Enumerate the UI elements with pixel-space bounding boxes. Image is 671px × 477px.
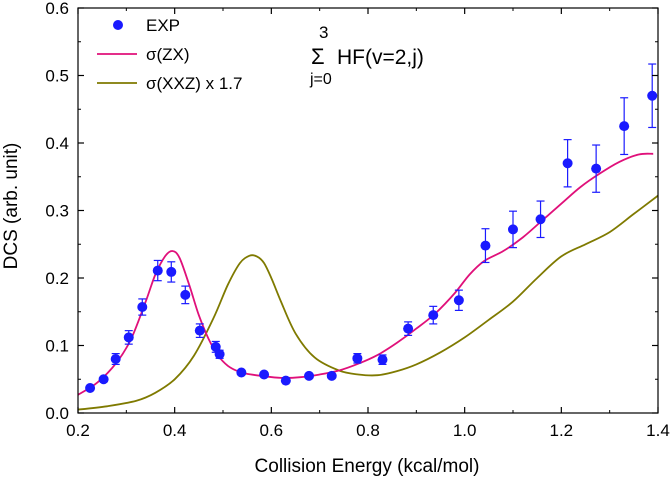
data-point <box>137 302 148 313</box>
y-tick-label: 0.6 <box>45 0 69 18</box>
x-tick-label: 0.4 <box>163 421 187 440</box>
data-point <box>352 353 363 364</box>
data-point <box>535 214 546 225</box>
axes: 0.2 0.4 0.6 0.8 1.0 1.2 1.4 0.0 0.1 0.2 0.3 0.4 0.5 0… <box>45 0 669 440</box>
data-point <box>326 370 337 381</box>
legend-label: σ(XXZ) x 1.7 <box>146 74 242 93</box>
y-axis-label: DCS (arb. unit) <box>1 143 22 270</box>
data-point <box>403 323 414 334</box>
legend-marker-exp <box>113 20 123 30</box>
data-point <box>214 349 225 360</box>
y-tick-label: 0.0 <box>45 404 69 423</box>
series-line-xxz-x-1-7 <box>77 194 659 411</box>
data-point <box>591 163 602 174</box>
data-point <box>377 354 388 365</box>
data-point <box>194 325 205 336</box>
x-tick-label: 1.4 <box>646 421 670 440</box>
y-tick-label: 0.5 <box>45 67 69 86</box>
sum-symbol: Σ <box>311 44 325 69</box>
sum-expression: HF(v=2,j) <box>337 46 424 69</box>
x-tick-label: 0.2 <box>66 421 90 440</box>
legend: EXP σ(ZX) σ(XXZ) x 1.7 <box>97 16 242 93</box>
sum-upper-limit: 3 <box>319 23 328 42</box>
y-tick-label: 0.4 <box>45 134 69 153</box>
data-point <box>110 354 121 364</box>
data-point <box>152 265 163 276</box>
data-point <box>562 158 573 169</box>
series-layer <box>77 63 659 411</box>
x-axis-label: Collision Energy (kcal/mol) <box>255 456 480 477</box>
data-point <box>280 375 291 386</box>
sum-annotation: 3 Σ j=0 HF(v=2,j) <box>309 23 424 88</box>
data-point <box>236 367 247 378</box>
x-tick-label: 1.0 <box>453 421 477 440</box>
data-point <box>98 374 109 385</box>
legend-label: EXP <box>146 16 180 35</box>
sum-lower-limit: j=0 <box>309 71 332 88</box>
legend-label: σ(ZX) <box>146 45 190 64</box>
data-point <box>210 341 221 352</box>
data-point <box>647 90 658 101</box>
x-tick-label: 1.2 <box>550 421 574 440</box>
data-point <box>304 370 315 381</box>
data-point <box>428 310 439 321</box>
data-point <box>85 383 96 394</box>
series-line-zx <box>77 152 654 396</box>
x-tick-label: 0.6 <box>260 421 284 440</box>
x-tick-label: 0.8 <box>356 421 380 440</box>
data-point <box>480 240 491 251</box>
data-point <box>619 121 630 132</box>
y-tick-label: 0.1 <box>45 337 69 356</box>
data-point <box>166 266 177 277</box>
data-point <box>180 289 191 300</box>
y-tick-label: 0.3 <box>45 202 69 221</box>
data-point <box>508 224 518 235</box>
data-point <box>259 369 270 380</box>
data-point <box>123 332 134 343</box>
data-point <box>453 295 464 306</box>
y-tick-label: 0.2 <box>45 269 69 288</box>
